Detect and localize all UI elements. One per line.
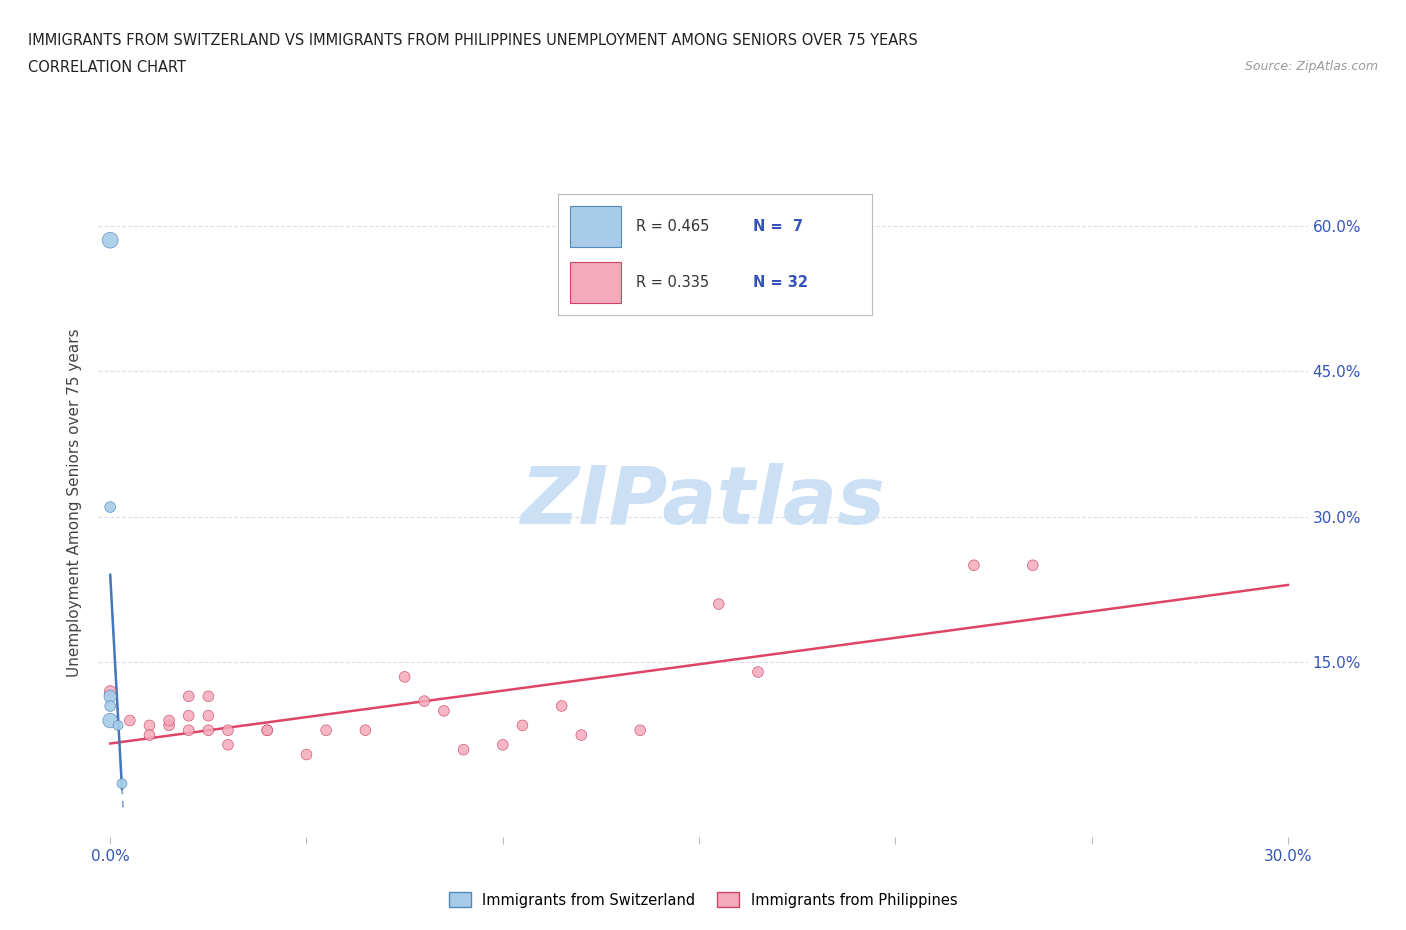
Point [138, 718, 160, 733]
Text: N = 32: N = 32 [752, 274, 808, 289]
Point [177, 723, 200, 737]
Point [315, 723, 337, 737]
Point [453, 742, 475, 757]
Point [217, 723, 239, 737]
Bar [571, 206, 621, 247]
Text: N =  7: N = 7 [752, 219, 803, 234]
Point [98, 698, 121, 713]
Point [413, 694, 436, 709]
Point [492, 737, 515, 752]
Point [118, 713, 141, 728]
Text: IMMIGRANTS FROM SWITZERLAND VS IMMIGRANTS FROM PHILIPPINES UNEMPLOYMENT AMONG SE: IMMIGRANTS FROM SWITZERLAND VS IMMIGRANT… [28, 33, 918, 47]
Point [177, 709, 200, 724]
Point [707, 597, 730, 612]
Text: CORRELATION CHART: CORRELATION CHART [28, 60, 186, 75]
Point [138, 727, 160, 742]
Point [157, 718, 180, 733]
Point [157, 713, 180, 728]
Point [1022, 558, 1045, 573]
Text: Source: ZipAtlas.com: Source: ZipAtlas.com [1244, 60, 1378, 73]
Point [256, 723, 278, 737]
Point [256, 723, 278, 737]
Point [217, 737, 239, 752]
Text: ZIPatlas: ZIPatlas [520, 463, 886, 541]
Point [98, 713, 121, 728]
Point [98, 499, 121, 514]
Point [569, 727, 592, 742]
Point [98, 684, 121, 698]
Point [197, 709, 219, 724]
Point [107, 718, 129, 733]
Point [197, 689, 219, 704]
Point [295, 747, 318, 762]
Point [512, 718, 534, 733]
Point [433, 703, 456, 718]
Point [197, 723, 219, 737]
Text: R = 0.335: R = 0.335 [637, 274, 710, 289]
Point [177, 689, 200, 704]
Legend: Immigrants from Switzerland, Immigrants from Philippines: Immigrants from Switzerland, Immigrants … [443, 886, 963, 913]
Point [550, 698, 572, 713]
Point [394, 670, 416, 684]
Point [354, 723, 377, 737]
Text: R = 0.465: R = 0.465 [637, 219, 710, 234]
Point [963, 558, 986, 573]
Y-axis label: Unemployment Among Seniors over 75 years: Unemployment Among Seniors over 75 years [67, 328, 83, 676]
Point [98, 689, 121, 704]
Point [628, 723, 651, 737]
Point [111, 777, 134, 791]
Bar [571, 261, 621, 302]
Point [747, 665, 769, 680]
Point [98, 232, 121, 247]
